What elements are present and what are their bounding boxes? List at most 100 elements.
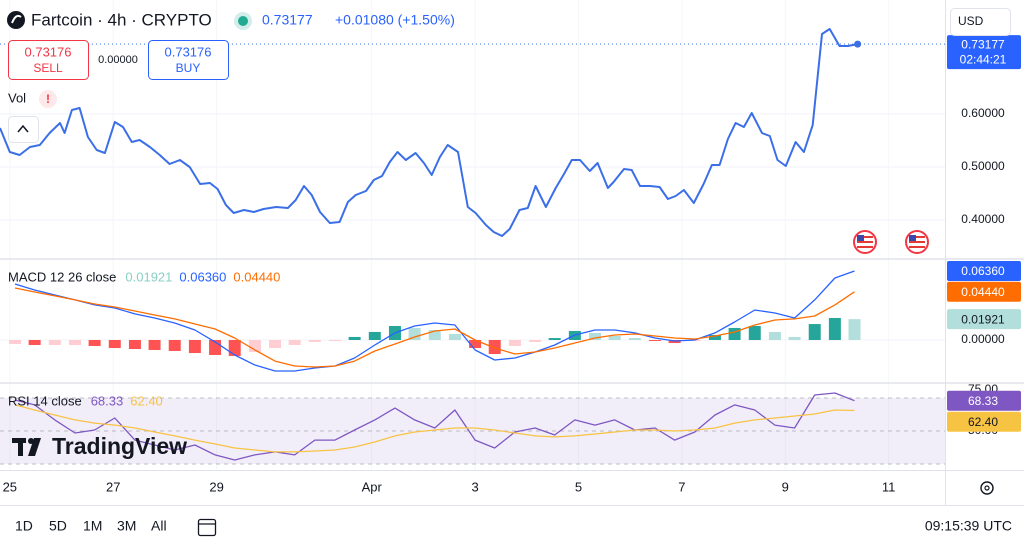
settings-icon[interactable] [980, 481, 994, 495]
legend-value: 0.04440 [233, 269, 280, 284]
legend-value: 62.40 [130, 393, 163, 408]
histogram-bar [188, 339, 201, 354]
x-tick-label: 3 [471, 479, 478, 494]
x-tick-label: Apr [362, 479, 383, 494]
histogram-bar [728, 327, 741, 340]
flag-stripe [857, 246, 873, 248]
x-tick-label: 9 [782, 479, 789, 494]
axis-tag-label: 62.40 [968, 415, 998, 429]
y-tick-label: 0.00000 [961, 332, 1005, 346]
rsi-line [14, 392, 855, 461]
buy-price: 0.73176 [165, 44, 212, 59]
y-tick-label: 0.40000 [961, 212, 1005, 226]
range-button[interactable]: 3M [117, 518, 136, 534]
event-flag[interactable] [853, 230, 877, 254]
price-change: +0.01080 (+1.50%) [335, 12, 455, 28]
flag-stripe [857, 241, 873, 243]
histogram-bar [768, 331, 781, 340]
axis-tag-label: 0.04440 [961, 285, 1005, 299]
sell-label: SELL [33, 61, 63, 75]
x-tick-label: 25 [3, 479, 17, 494]
histogram-bar [328, 339, 341, 341]
legend-title: MACD 12 26 close [8, 269, 116, 284]
histogram-bar [148, 339, 161, 350]
histogram-bar [529, 339, 542, 342]
spread: 0.00000 [98, 54, 138, 66]
axis-tag-label: 0.01921 [961, 312, 1005, 326]
x-tick-label: 29 [209, 479, 223, 494]
symbol-logo [7, 11, 25, 29]
histogram-bar [648, 339, 661, 341]
flag-stripe [909, 246, 925, 248]
range-button[interactable]: 5D [49, 518, 67, 534]
symbol-title: Fartcoin · 4h · CRYPTO [31, 10, 212, 29]
histogram-bar [248, 339, 261, 353]
histogram-bar [368, 331, 381, 340]
volume-label: Vol [8, 90, 26, 105]
y-tick-label: 0.50000 [961, 159, 1005, 173]
histogram-bar [608, 335, 621, 340]
legend-value: 0.01921 [125, 269, 172, 284]
collapse-icon [17, 124, 29, 133]
volume-alert-bg[interactable] [39, 90, 57, 108]
symbol-logo-glyph [11, 14, 22, 24]
event-flag[interactable] [905, 230, 929, 254]
flag-canton [857, 235, 864, 241]
price-tag [947, 35, 1021, 70]
histogram-bar [228, 339, 241, 356]
histogram-bar [469, 339, 482, 349]
legend-title: RSI 14 close [8, 393, 82, 408]
clock: 09:15:39 UTC [925, 518, 1012, 534]
y-tick-label: 0.60000 [961, 106, 1005, 120]
x-tick-label: 7 [678, 479, 685, 494]
histogram-bar [48, 339, 61, 345]
histogram-bar [448, 334, 461, 340]
sell-price: 0.73176 [25, 44, 72, 59]
histogram-bar [848, 319, 861, 340]
watermark: TradingView [52, 433, 187, 459]
axis-tag [947, 281, 1021, 302]
histogram-bar [628, 338, 641, 340]
histogram-bar [128, 339, 141, 350]
market-status [238, 16, 248, 26]
calendar-icon[interactable] [197, 518, 217, 537]
buy-label: BUY [176, 61, 201, 75]
range-button[interactable]: 1D [15, 518, 33, 534]
histogram-bar [8, 339, 21, 345]
collapse-button[interactable] [8, 116, 39, 143]
panes: 0.40000 0.50000 0.60000 25 27 29 Apr 3 5 7 9 11 0.73… [0, 28, 1021, 495]
watermark-logo [12, 438, 41, 456]
histogram-bar [428, 330, 441, 340]
histogram-bar [408, 327, 421, 340]
x-tick-label: 11 [882, 479, 896, 494]
histogram-bar [488, 339, 501, 354]
buy-button[interactable] [148, 40, 229, 80]
rsi-line [14, 404, 855, 453]
price-tag-countdown: 02:44:21 [960, 52, 1007, 66]
range-button[interactable]: 1M [83, 518, 102, 534]
axis-tag [947, 411, 1021, 432]
histogram-bar [748, 325, 761, 340]
range-button[interactable]: All [151, 518, 167, 534]
axis-tag [947, 390, 1021, 411]
currency: USD [958, 14, 984, 28]
logo-slash [28, 438, 41, 456]
histogram-bar [108, 339, 121, 349]
x-tick-label: 27 [106, 479, 120, 494]
histogram-bar [508, 339, 521, 346]
histogram-bar [308, 339, 321, 342]
range-buttons: 1D 5D 1M 3M All [15, 518, 167, 534]
axis-tag-label: 0.06360 [961, 264, 1005, 278]
flag-stripe [909, 236, 925, 238]
histogram-bar [828, 317, 841, 340]
histogram-bar [708, 335, 721, 340]
histogram-bar [808, 324, 821, 340]
volume-alert: ! [46, 92, 50, 106]
flag-stripe [909, 241, 925, 243]
histogram-bar [348, 336, 361, 340]
sell-button[interactable] [8, 40, 89, 80]
histogram-bar [88, 339, 101, 346]
currency-button[interactable] [950, 8, 1011, 36]
